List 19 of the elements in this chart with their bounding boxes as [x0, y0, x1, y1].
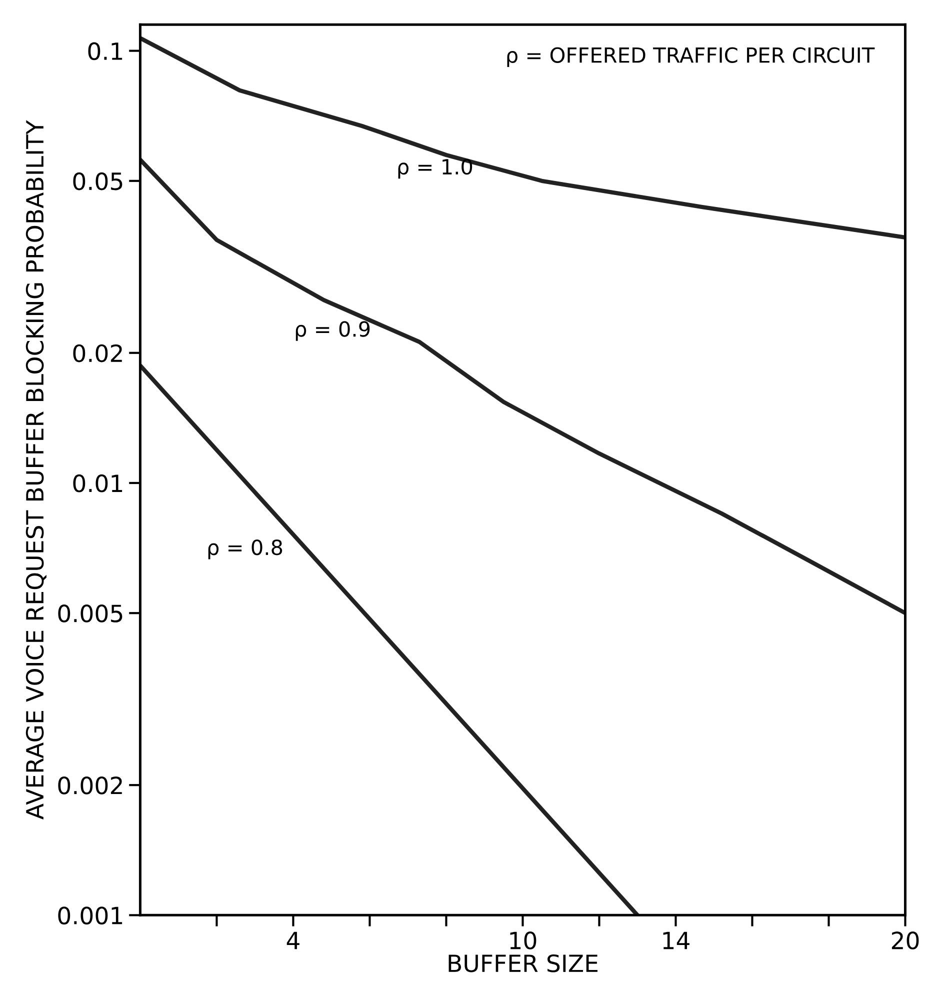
y-axis-title: AVERAGE VOICE REQUEST BUFFER BLOCKING PROBABILITY	[26, 120, 46, 820]
y-tick-label: 0.001	[58, 906, 122, 924]
annotation: ρ = OFFERED TRAFFIC PER CIRCUIT	[507, 47, 875, 68]
series-label: ρ = 0.9	[296, 321, 370, 341]
y-tick-label: 0.005	[58, 604, 122, 622]
x-tick-label: 20	[892, 932, 919, 950]
series-label: ρ = 0.8	[208, 539, 282, 560]
x-axis-title: BUFFER SIZE	[448, 954, 598, 972]
y-tick-label: 0.002	[58, 776, 122, 794]
y-tick-label: 0.02	[73, 344, 122, 362]
line-series	[140, 158, 906, 616]
series-label: ρ = 1.0	[398, 158, 472, 179]
x-tick-label: 10	[510, 932, 536, 950]
y-tick-label: 0.05	[73, 172, 122, 190]
y-tick-label: 0.01	[73, 474, 122, 492]
x-tick-label: 14	[663, 932, 690, 950]
x-tick-label: 4	[286, 932, 300, 950]
line-series	[140, 36, 906, 240]
y-tick-label: 0.1	[88, 42, 122, 60]
